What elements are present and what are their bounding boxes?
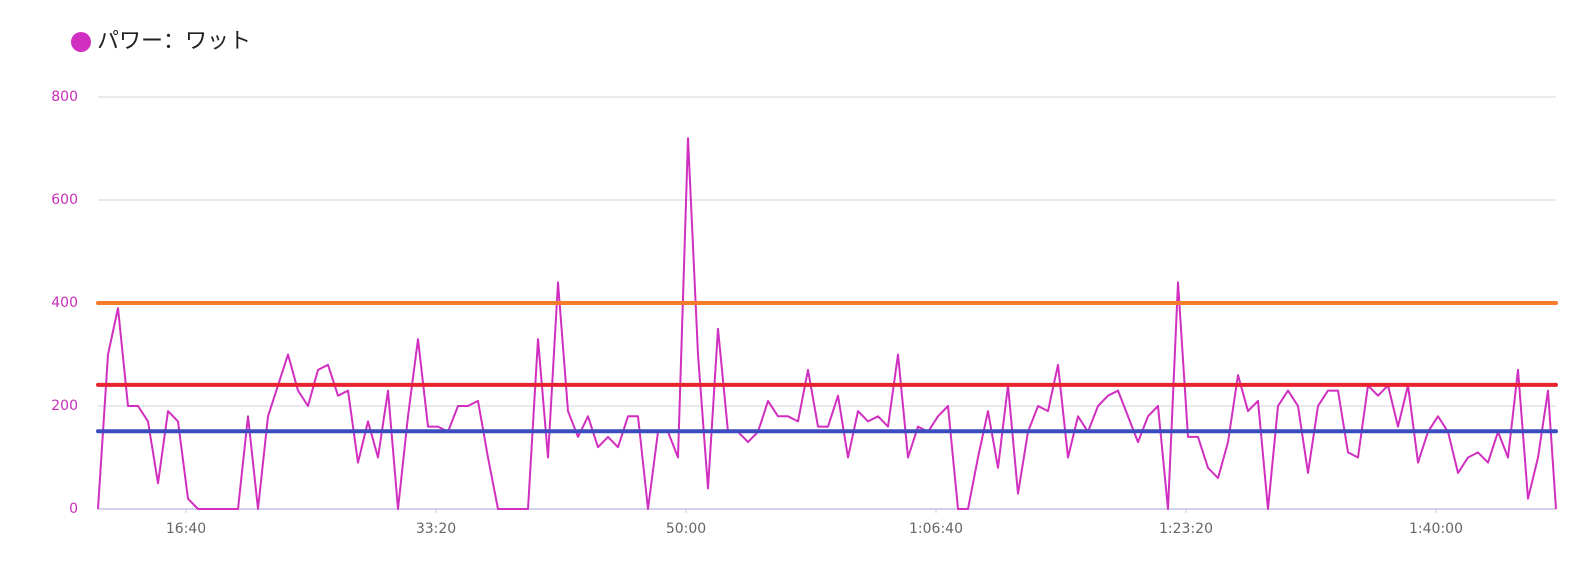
power-line — [97, 137, 1557, 510]
x-tick-label: 1:40:00 — [1409, 521, 1463, 537]
y-tick-label: 400 — [51, 295, 78, 311]
y-tick-label: 200 — [51, 398, 78, 414]
y-tick-label: 0 — [69, 501, 78, 517]
y-tick-label: 800 — [51, 89, 78, 105]
legend-marker — [71, 32, 91, 52]
x-tick-label: 1:23:20 — [1159, 521, 1213, 537]
x-tick-label: 16:40 — [166, 521, 206, 537]
legend-label: パワー：ワット — [97, 29, 251, 54]
x-tick-label: 1:06:40 — [909, 521, 963, 537]
x-tick-label: 33:20 — [416, 521, 456, 537]
y-tick-label: 600 — [51, 192, 78, 208]
x-tick-label: 50:00 — [666, 521, 706, 537]
